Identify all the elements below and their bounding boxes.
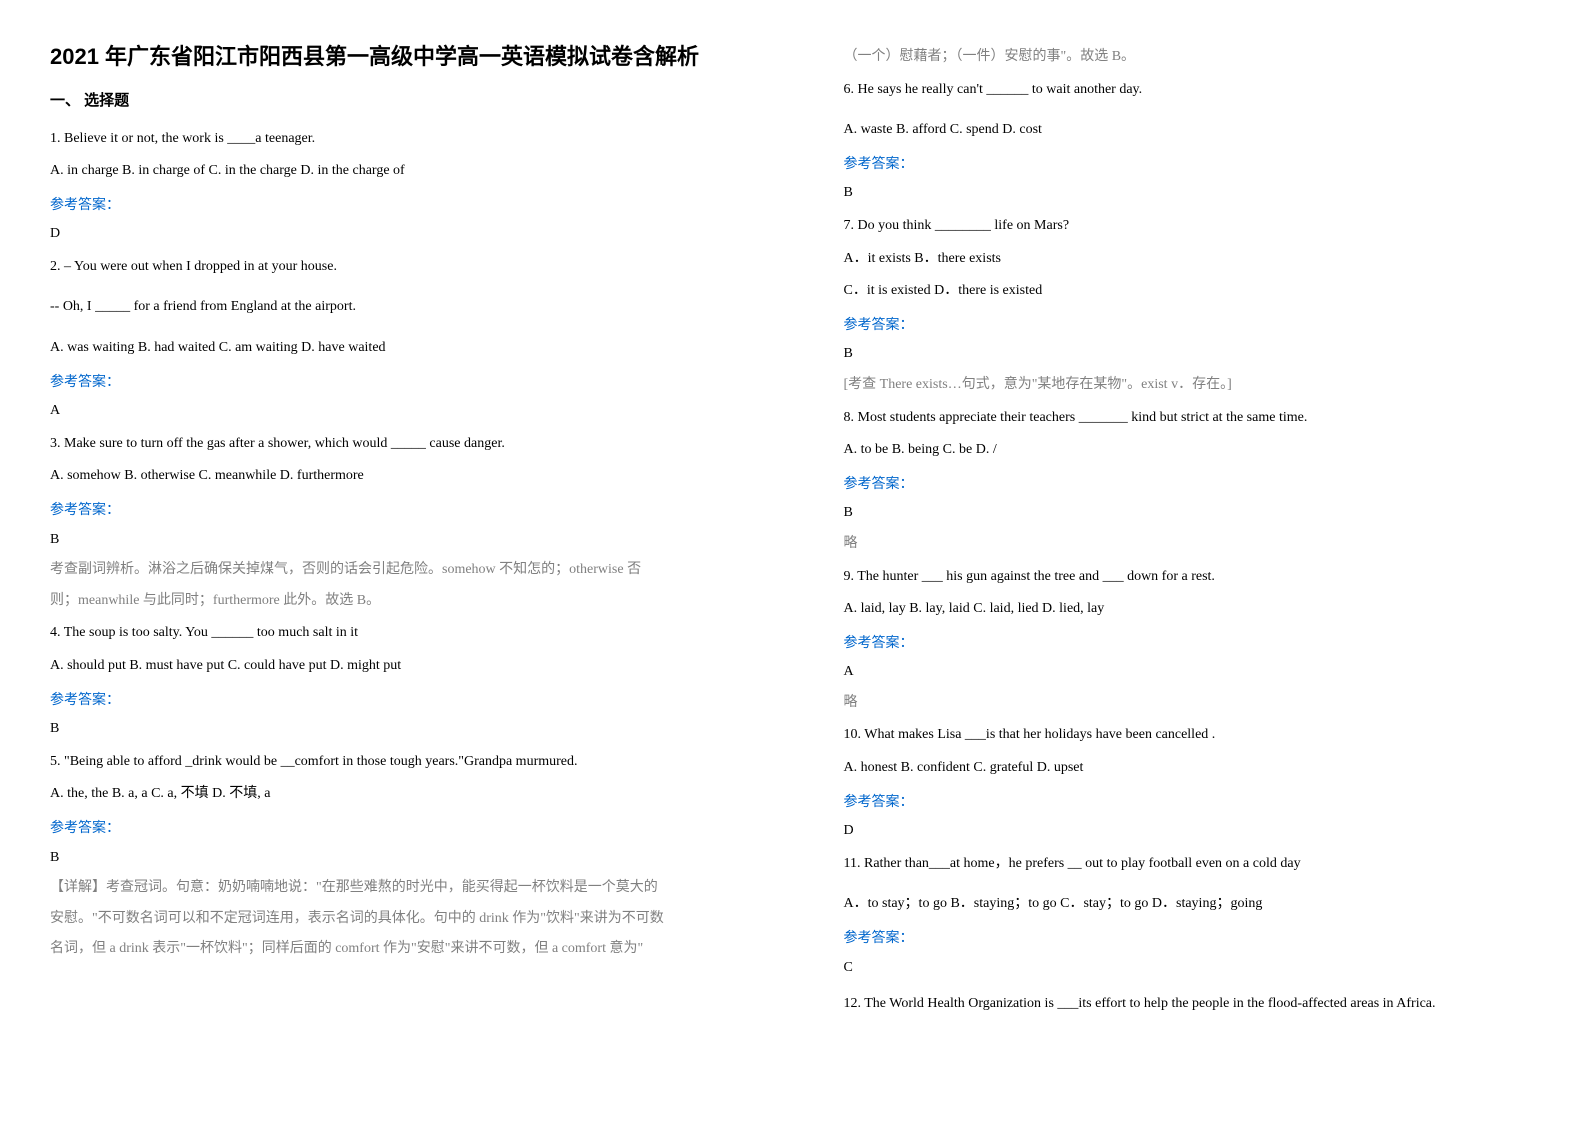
q11-ans-label: 参考答案： (844, 924, 1538, 951)
q12-text: 12. The World Health Organization is ___… (844, 991, 1538, 1018)
q2-opts: A. was waiting B. had waited C. am waiti… (50, 335, 744, 362)
spacer (50, 327, 744, 329)
q10-ans: D (844, 818, 1538, 845)
q3-exp2: 则；meanwhile 与此同时；furthermore 此外。故选 B。 (50, 588, 744, 615)
q2-ans: A (50, 398, 744, 425)
q9-ans-label: 参考答案： (844, 629, 1538, 656)
q9-text: 9. The hunter ___ his gun against the tr… (844, 564, 1538, 591)
spacer (844, 109, 1538, 111)
q9-ans: A (844, 659, 1538, 686)
q7-ans: B (844, 341, 1538, 368)
q5-ans-label: 参考答案： (50, 814, 744, 841)
q11-ans: C (844, 955, 1538, 982)
spacer (844, 983, 1538, 985)
q6-ans-label: 参考答案： (844, 150, 1538, 177)
q10-opts: A. honest B. confident C. grateful D. up… (844, 755, 1538, 782)
page-container: 2021 年广东省阳江市阳西县第一高级中学高一英语模拟试卷含解析 一、 选择题 … (0, 0, 1587, 1122)
q4-ans-label: 参考答案： (50, 686, 744, 713)
q7-ans-label: 参考答案： (844, 311, 1538, 338)
q8-ans: B (844, 500, 1538, 527)
q8-opts: A. to be B. being C. be D. / (844, 437, 1538, 464)
q3-opts: A. somehow B. otherwise C. meanwhile D. … (50, 463, 744, 490)
q5-exp2: 安慰。"不可数名词可以和不定冠词连用，表示名词的具体化。句中的 drink 作为… (50, 906, 744, 933)
q2-line1: 2. – You were out when I dropped in at y… (50, 254, 744, 281)
q3-ans-label: 参考答案： (50, 496, 744, 523)
q7-text: 7. Do you think ________ life on Mars? (844, 213, 1538, 240)
q8-ans-label: 参考答案： (844, 470, 1538, 497)
q5-exp1: 【详解】考查冠词。句意：奶奶喃喃地说："在那些难熬的时光中，能买得起一杯饮料是一… (50, 875, 744, 902)
q8-text: 8. Most students appreciate their teache… (844, 405, 1538, 432)
q9-opts: A. laid, lay B. lay, laid C. laid, lied … (844, 596, 1538, 623)
q6-ans: B (844, 180, 1538, 207)
q4-ans: B (50, 716, 744, 743)
left-column: 2021 年广东省阳江市阳西县第一高级中学高一英语模拟试卷含解析 一、 选择题 … (0, 0, 794, 1122)
q7-exp: [考查 There exists…句式，意为"某地存在某物"。exist v．存… (844, 372, 1538, 399)
q7-o2: C．it is existed D．there is existed (844, 278, 1538, 305)
q10-text: 10. What makes Lisa ___is that her holid… (844, 722, 1538, 749)
q9-exp: 略 (844, 690, 1538, 717)
q11-text: 11. Rather than___at home，he prefers __ … (844, 851, 1538, 878)
q11-opts: A．to stay；to go B．staying；to go C．stay；t… (844, 891, 1538, 918)
q5-text: 5. "Being able to afford _drink would be… (50, 749, 744, 776)
q4-opts: A. should put B. must have put C. could … (50, 653, 744, 680)
q7-o1: A．it exists B．there exists (844, 246, 1538, 273)
exam-title: 2021 年广东省阳江市阳西县第一高级中学高一英语模拟试卷含解析 (50, 40, 744, 73)
spacer (844, 883, 1538, 885)
q1-ans: D (50, 221, 744, 248)
spacer (50, 286, 744, 288)
q3-ans: B (50, 527, 744, 554)
q6-opts: A. waste B. afford C. spend D. cost (844, 117, 1538, 144)
section-header: 一、 选择题 (50, 87, 744, 116)
q4-text: 4. The soup is too salty. You ______ too… (50, 620, 744, 647)
q1-ans-label: 参考答案： (50, 191, 744, 218)
q2-ans-label: 参考答案： (50, 368, 744, 395)
q8-exp: 略 (844, 531, 1538, 558)
q1-opts: A. in charge B. in charge of C. in the c… (50, 158, 744, 185)
q6-text: 6. He says he really can't ______ to wai… (844, 77, 1538, 104)
right-column: （一个）慰藉者；（一件）安慰的事"。故选 B。 6. He says he re… (794, 0, 1587, 1122)
q2-line2: -- Oh, I _____ for a friend from England… (50, 294, 744, 321)
q5-exp3: 名词，但 a drink 表示"一杯饮料"；同样后面的 comfort 作为"安… (50, 936, 744, 963)
q5-opts: A. the, the B. a, a C. a, 不填 D. 不填, a (50, 781, 744, 808)
q3-exp1: 考查副词辨析。淋浴之后确保关掉煤气，否则的话会引起危险。somehow 不知怎的… (50, 557, 744, 584)
q3-text: 3. Make sure to turn off the gas after a… (50, 431, 744, 458)
q10-ans-label: 参考答案： (844, 788, 1538, 815)
q5-cont: （一个）慰藉者；（一件）安慰的事"。故选 B。 (844, 44, 1538, 71)
q5-ans: B (50, 845, 744, 872)
q1-text: 1. Believe it or not, the work is ____a … (50, 126, 744, 153)
